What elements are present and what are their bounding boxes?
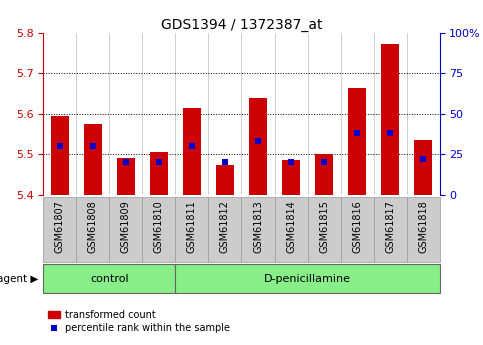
Bar xyxy=(110,197,142,262)
Text: GSM61811: GSM61811 xyxy=(187,200,197,253)
Bar xyxy=(142,197,175,262)
Bar xyxy=(43,264,175,293)
Bar xyxy=(43,197,76,262)
Bar xyxy=(76,197,110,262)
Text: GSM61810: GSM61810 xyxy=(154,200,164,253)
Bar xyxy=(51,116,69,195)
Bar xyxy=(282,160,300,195)
Bar xyxy=(414,140,432,195)
Legend: transformed count, percentile rank within the sample: transformed count, percentile rank withi… xyxy=(48,310,230,333)
Bar xyxy=(348,88,366,195)
Text: D-penicillamine: D-penicillamine xyxy=(264,274,351,284)
Bar xyxy=(249,98,267,195)
Text: agent ▶: agent ▶ xyxy=(0,274,39,284)
Bar xyxy=(308,197,341,262)
Bar xyxy=(175,197,209,262)
Text: GSM61813: GSM61813 xyxy=(253,200,263,253)
Text: GSM61818: GSM61818 xyxy=(418,200,428,253)
Bar xyxy=(407,197,440,262)
Bar xyxy=(150,152,168,195)
Bar xyxy=(209,197,242,262)
Text: GSM61809: GSM61809 xyxy=(121,200,131,253)
Bar xyxy=(183,108,201,195)
Text: GSM61808: GSM61808 xyxy=(88,200,98,253)
Bar xyxy=(84,124,102,195)
Text: GSM61812: GSM61812 xyxy=(220,200,230,253)
Text: GSM61815: GSM61815 xyxy=(319,200,329,253)
Text: GSM61807: GSM61807 xyxy=(55,200,65,253)
Bar xyxy=(117,158,135,195)
Text: GSM61817: GSM61817 xyxy=(385,200,395,253)
Text: GSM61814: GSM61814 xyxy=(286,200,296,253)
Text: control: control xyxy=(90,274,129,284)
Bar xyxy=(242,197,274,262)
Bar xyxy=(381,44,399,195)
Text: GSM61816: GSM61816 xyxy=(352,200,362,253)
Bar xyxy=(175,264,440,293)
Bar xyxy=(315,154,333,195)
Title: GDS1394 / 1372387_at: GDS1394 / 1372387_at xyxy=(161,18,322,32)
Bar xyxy=(274,197,308,262)
Bar xyxy=(373,197,407,262)
Bar xyxy=(341,197,373,262)
Bar xyxy=(216,165,234,195)
